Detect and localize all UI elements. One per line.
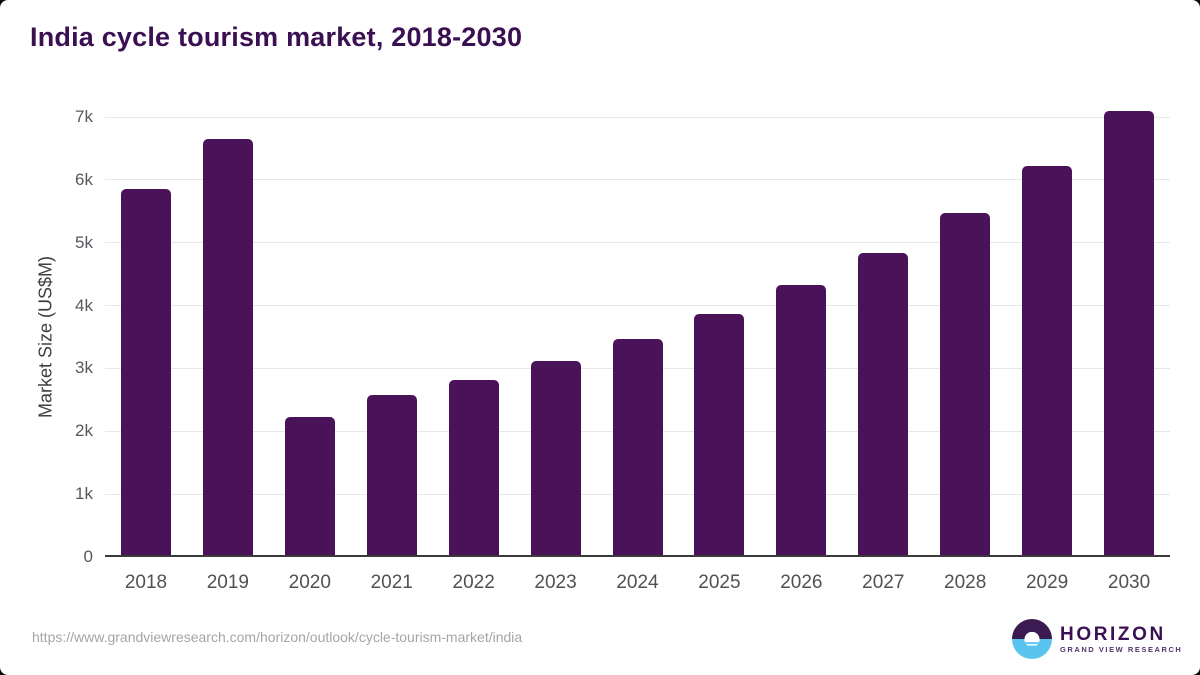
bar-2027 [858, 252, 909, 557]
logo-subtitle: GRAND VIEW RESEARCH [1060, 644, 1183, 654]
bar-2026 [776, 284, 827, 557]
y-tick-0: 0 [83, 547, 93, 566]
y-tick-4k: 4k [75, 295, 93, 315]
source-url: https://www.grandviewresearch.com/horizo… [32, 629, 523, 645]
x-tick-2025: 2025 [698, 572, 741, 593]
bar-chart-plot [105, 110, 1170, 557]
y-tick-1k: 1k [75, 484, 93, 504]
bar-2023 [530, 360, 581, 557]
x-tick-2018: 2018 [124, 572, 168, 593]
x-tick-2030: 2030 [1107, 572, 1151, 593]
bar-2019 [202, 139, 253, 557]
logo-text: HORIZON GRAND VIEW RESEARCH [1060, 625, 1182, 654]
x-tick-2026: 2026 [780, 572, 823, 593]
y-tick-6k: 6k [75, 169, 93, 189]
x-tick-2023: 2023 [534, 572, 577, 593]
x-tick-2022: 2022 [452, 572, 495, 593]
gridline-4k [105, 305, 1170, 307]
bar-2025 [694, 313, 745, 557]
logo-title: HORIZON [1060, 623, 1166, 645]
x-tick-2020: 2020 [288, 572, 331, 593]
y-tick-3k: 3k [75, 358, 93, 378]
x-tick-2019: 2019 [206, 572, 250, 593]
y-tick-5k: 5k [75, 232, 93, 252]
gridline-6k [105, 179, 1170, 181]
y-tick-7k: 7k [75, 107, 93, 126]
x-tick-2024: 2024 [616, 572, 659, 593]
bar-2022 [448, 379, 499, 557]
y-axis-title: Market Size (US$M) [35, 255, 56, 419]
bar-2020 [284, 416, 335, 557]
x-tick-2029: 2029 [1025, 572, 1069, 593]
y-tick-2k: 2k [75, 421, 93, 441]
x-tick-2021: 2021 [370, 572, 413, 593]
horizon-logo: HORIZON GRAND VIEW RESEARCH [1012, 619, 1182, 659]
bar-2028 [940, 213, 991, 557]
page-title: India cycle tourism market, 2018-2030 [30, 22, 523, 52]
bar-2024 [612, 338, 663, 557]
x-tick-2028: 2028 [944, 572, 987, 593]
x-tick-2027: 2027 [862, 572, 905, 593]
gridline-7k [105, 116, 1170, 118]
bar-2029 [1022, 166, 1073, 557]
gridline-5k [105, 242, 1170, 244]
bar-2021 [366, 394, 417, 557]
sunset-over-water-icon [1012, 619, 1052, 659]
bar-2018 [120, 189, 171, 557]
bar-2030 [1104, 110, 1155, 557]
x-axis-line [105, 555, 1170, 557]
